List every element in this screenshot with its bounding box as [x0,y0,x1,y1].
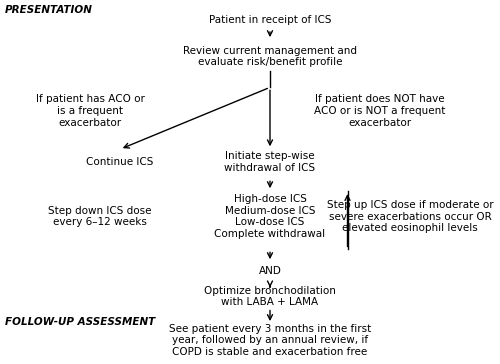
Text: Patient in receipt of ICS: Patient in receipt of ICS [209,15,331,25]
Text: Optimize bronchodilation
with LABA + LAMA: Optimize bronchodilation with LABA + LAM… [204,286,336,308]
Text: Review current management and
evaluate risk/benefit profile: Review current management and evaluate r… [183,46,357,67]
Text: PRESENTATION: PRESENTATION [5,5,93,15]
Text: FOLLOW-UP ASSESSMENT: FOLLOW-UP ASSESSMENT [5,317,155,327]
Text: If patient has ACO or
is a frequent
exacerbator: If patient has ACO or is a frequent exac… [36,94,144,128]
Text: See patient every 3 months in the first
year, followed by an annual review, if
C: See patient every 3 months in the first … [169,324,371,357]
Text: High-dose ICS
Medium-dose ICS
Low-dose ICS
Complete withdrawal: High-dose ICS Medium-dose ICS Low-dose I… [214,194,326,239]
Text: Continue ICS: Continue ICS [86,157,154,167]
Text: Initiate step-wise
withdrawal of ICS: Initiate step-wise withdrawal of ICS [224,151,316,173]
Text: Step down ICS dose
every 6–12 weeks: Step down ICS dose every 6–12 weeks [48,206,152,228]
Text: Step up ICS dose if moderate or
severe exacerbations occur OR
elevated eosinophi: Step up ICS dose if moderate or severe e… [326,200,494,233]
Text: AND: AND [258,266,281,276]
Text: If patient does NOT have
ACO or is NOT a frequent
exacerbator: If patient does NOT have ACO or is NOT a… [314,94,446,128]
